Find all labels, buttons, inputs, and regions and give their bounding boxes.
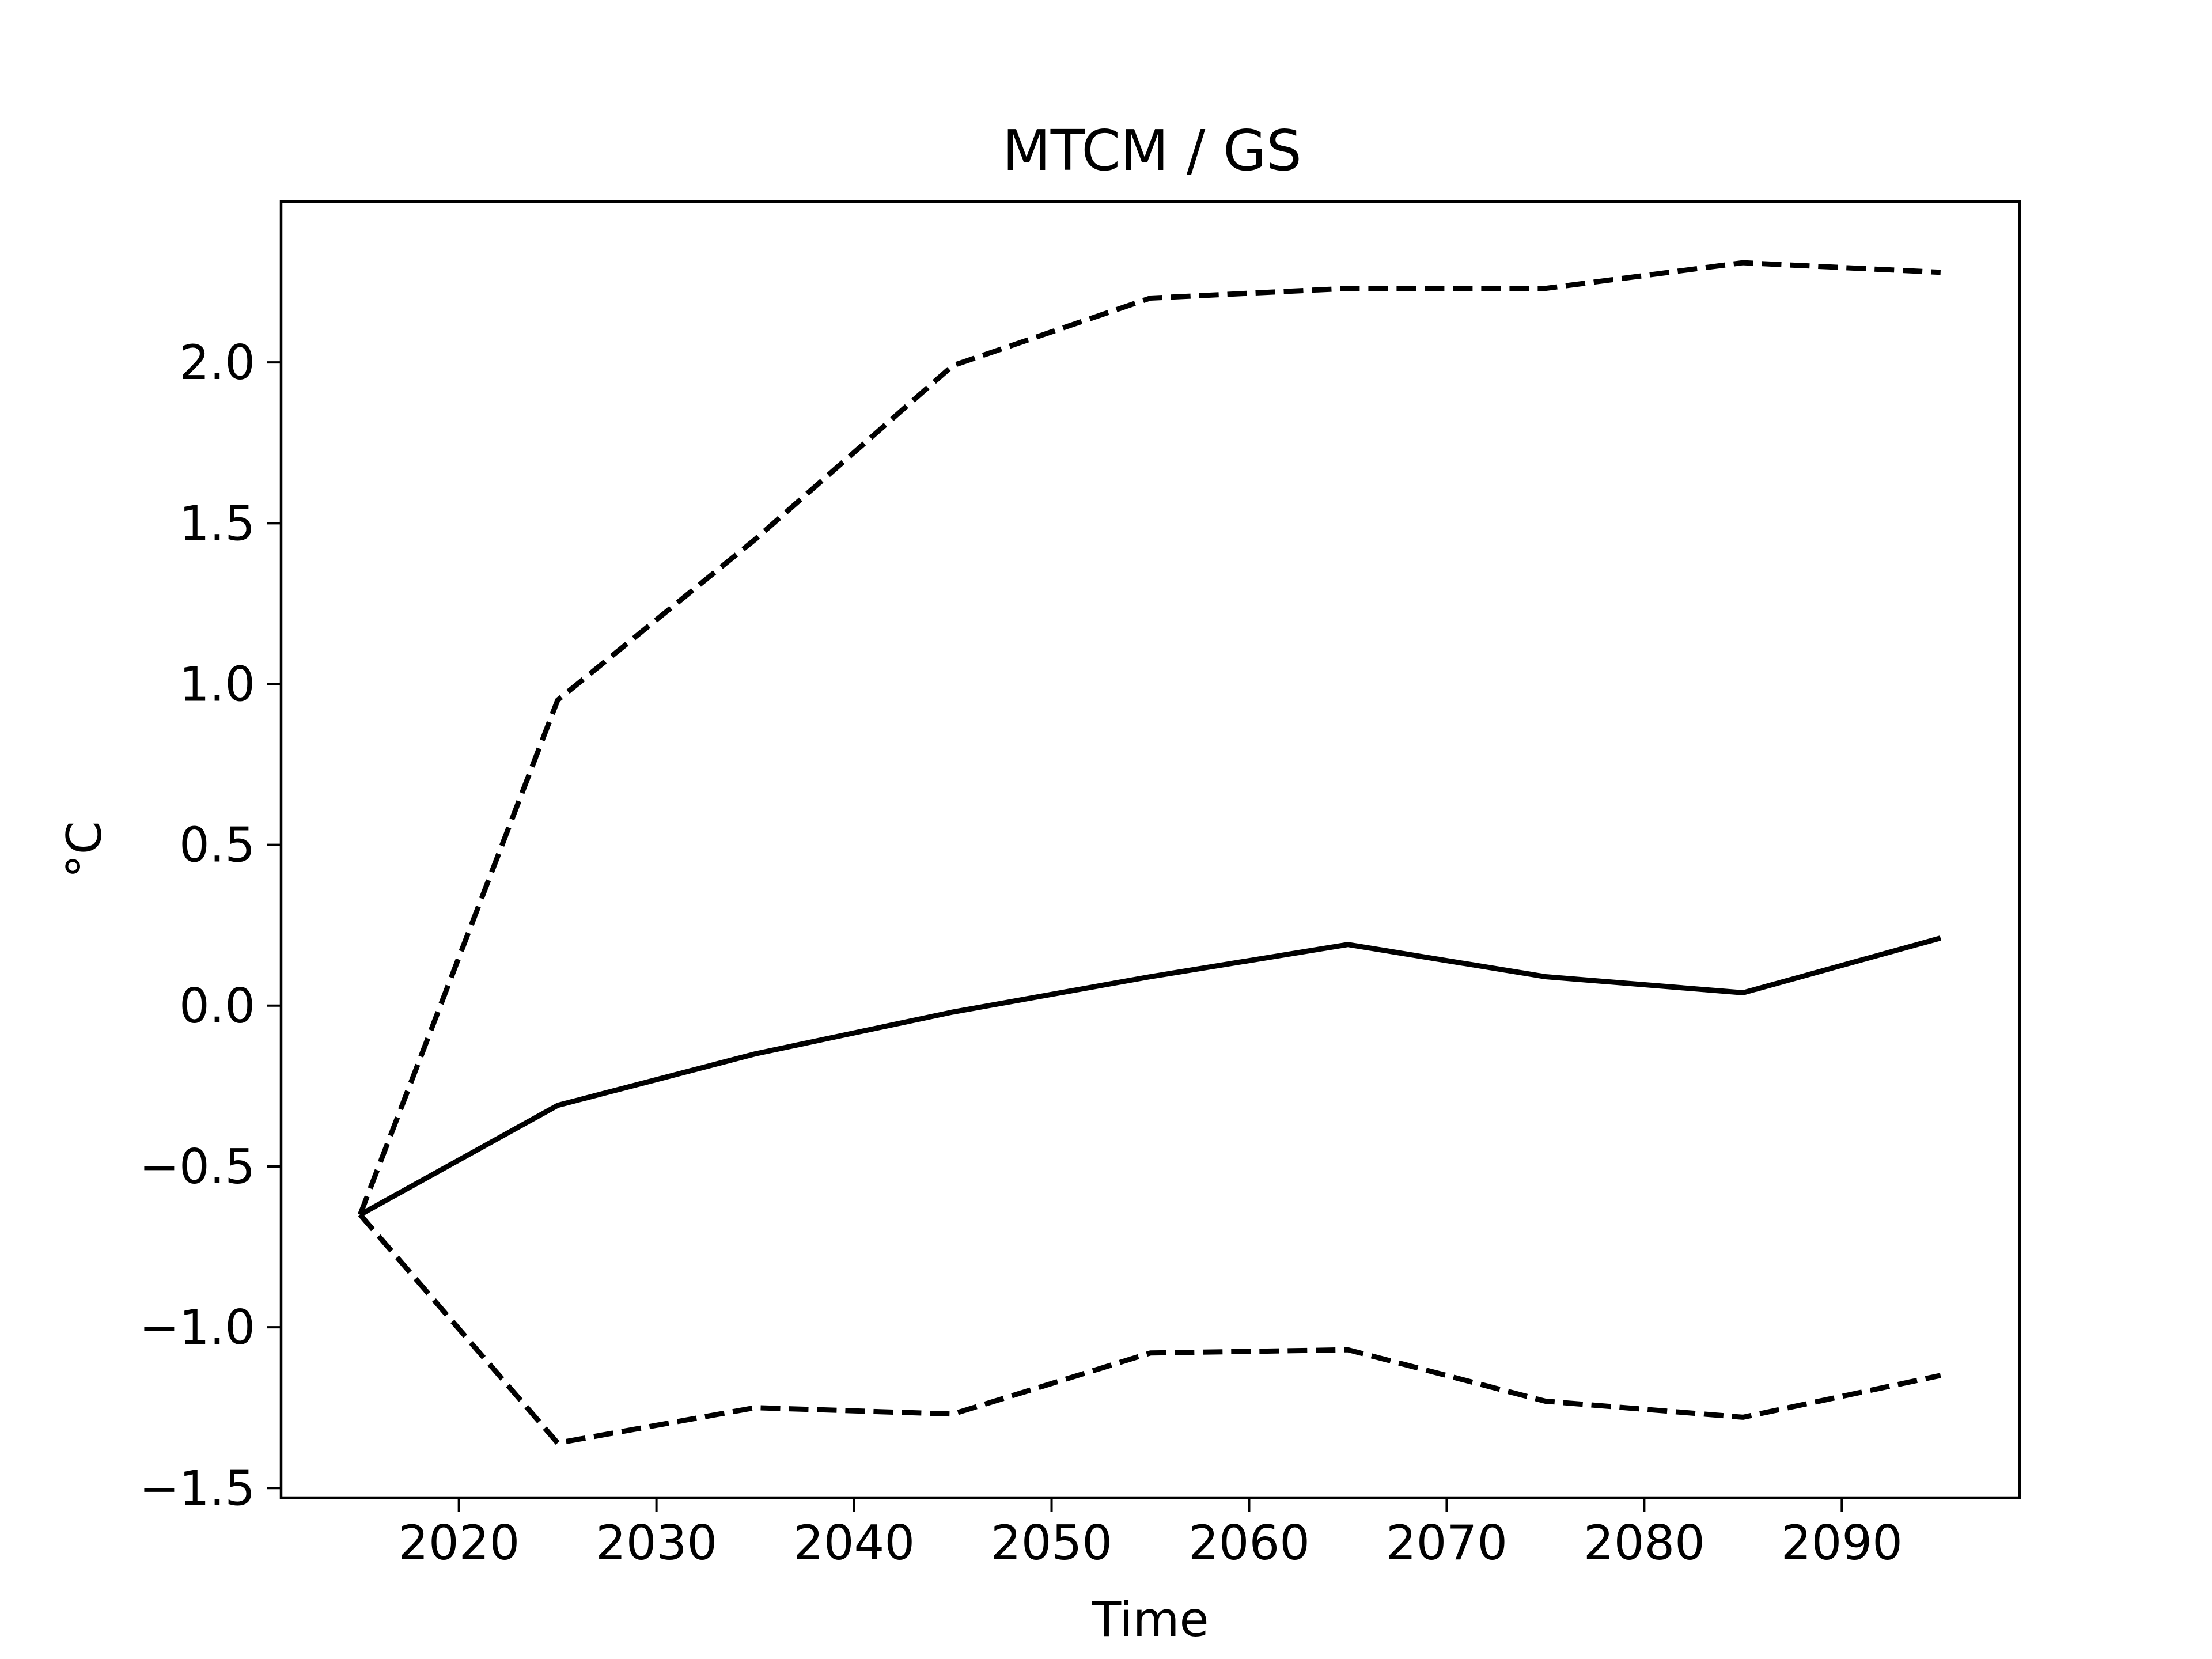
series-line-1: [359, 935, 1942, 1217]
y-tick-label: −1.0: [139, 1300, 255, 1355]
y-tick-label: 0.5: [179, 817, 255, 873]
x-axis-label: Time: [1091, 1592, 1209, 1647]
x-tick-label: 2090: [1781, 1515, 1903, 1571]
x-tick-label: 2030: [596, 1515, 717, 1571]
series-line-3: [358, 1213, 1941, 1446]
x-tick-label: 2040: [793, 1515, 915, 1571]
series-line-2: [357, 260, 1941, 1216]
x-tick-label: 2080: [1584, 1515, 1705, 1571]
y-tick-label: 2.0: [179, 335, 255, 391]
y-tick-label: −1.5: [139, 1460, 255, 1516]
x-tick-label: 2020: [398, 1515, 520, 1571]
x-axis-ticks: 2020 2030 2040 2050 2060 2070 2080 2090: [398, 1498, 1903, 1571]
y-tick-label: −0.5: [139, 1139, 255, 1195]
x-tick-label: 2050: [991, 1515, 1112, 1571]
plot-area-frame: [279, 200, 2021, 1499]
series-layer: [357, 260, 1942, 1446]
y-axis-label: °C: [56, 821, 112, 878]
y-axis-ticks: −1.5 −1.0 −0.5 0.0 0.5 1.0 1.5 2.0: [139, 335, 281, 1516]
y-tick-label: 0.0: [179, 978, 255, 1034]
x-tick-label: 2070: [1386, 1515, 1508, 1571]
chart-title: MTCM / GS: [1002, 118, 1302, 183]
y-tick-label: 1.5: [179, 495, 255, 551]
x-tick-label: 2060: [1188, 1515, 1310, 1571]
y-tick-label: 1.0: [179, 656, 255, 712]
